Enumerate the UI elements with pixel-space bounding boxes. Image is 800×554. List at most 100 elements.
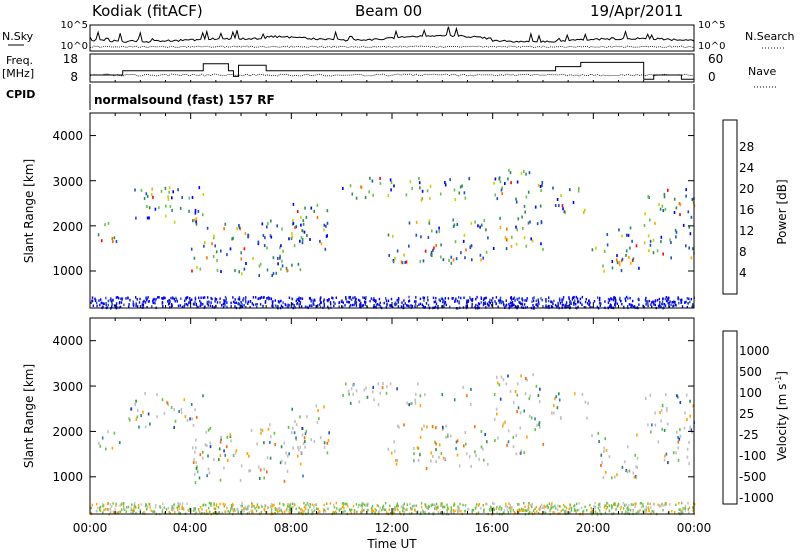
velocity-cell <box>205 509 208 512</box>
power-cell <box>649 239 652 243</box>
velocity-cell <box>615 508 617 511</box>
velocity-cell <box>181 502 184 505</box>
power-cell <box>309 238 311 241</box>
power-cell <box>531 239 534 243</box>
velocity-cell <box>611 506 613 510</box>
velocity-cell <box>327 507 329 510</box>
velocity-cell <box>647 423 649 427</box>
power-cell <box>257 297 259 301</box>
power-cell <box>662 302 664 306</box>
power-cell <box>409 180 412 184</box>
velocity-cell <box>144 504 147 508</box>
velocity-ytick-2000: 2000 <box>52 425 83 439</box>
power-cell <box>496 197 499 201</box>
velocity-cell <box>373 398 375 402</box>
velocity-cell <box>648 509 650 512</box>
power-cell <box>179 304 181 307</box>
velocity-cell <box>586 509 588 512</box>
power-cell <box>509 301 512 304</box>
power-cell <box>174 300 176 303</box>
power-cell <box>195 302 197 306</box>
velocity-cell <box>419 435 422 439</box>
power-cell <box>299 302 301 306</box>
velocity-cell <box>663 428 666 432</box>
power-cell <box>545 304 547 307</box>
velocity-cell <box>424 511 426 514</box>
velocity-cell <box>267 427 270 431</box>
velocity-cell <box>400 505 402 508</box>
power-cell <box>432 296 435 300</box>
velocity-cell <box>570 506 573 510</box>
velocity-cell <box>415 504 417 507</box>
power-cell <box>320 301 322 304</box>
velocity-cell <box>396 459 399 462</box>
power-cell <box>438 226 440 230</box>
power-cell <box>263 244 266 248</box>
power-cell <box>480 258 482 262</box>
velocity-cell <box>599 505 601 509</box>
power-cell <box>408 299 411 302</box>
velocity-cell <box>611 505 613 508</box>
velocity-cell <box>202 450 204 454</box>
power-cell <box>256 305 258 309</box>
nave-label: Nave <box>748 65 776 78</box>
velocity-cell <box>263 507 266 511</box>
velocity-cell <box>256 503 259 506</box>
power-cell <box>115 302 118 305</box>
velocity-cell <box>636 456 639 460</box>
power-cell <box>626 295 628 299</box>
power-cell <box>181 196 183 199</box>
velocity-cell <box>524 392 527 396</box>
power-cell <box>678 301 680 305</box>
velocity-cell <box>349 508 351 511</box>
velocity-cell <box>419 394 422 398</box>
power-cell <box>690 256 693 260</box>
velocity-cell <box>654 423 657 427</box>
power-cell <box>518 300 520 304</box>
velocity-cell <box>692 404 694 408</box>
power-cell <box>411 187 413 190</box>
velocity-cell <box>410 506 412 510</box>
velocity-cell <box>230 507 232 510</box>
power-cell <box>379 181 382 185</box>
power-cell <box>204 305 206 308</box>
power-cell <box>363 296 366 300</box>
power-cell <box>498 299 501 303</box>
velocity-cell <box>112 502 114 505</box>
power-cell <box>530 237 532 241</box>
velocity-cell <box>478 503 480 506</box>
velocity-cell <box>490 506 493 510</box>
power-cell <box>142 300 144 304</box>
velocity-cell <box>421 427 423 431</box>
power-cell <box>262 234 265 237</box>
velocity-cell <box>603 446 605 450</box>
power-cell <box>401 261 404 265</box>
power-cell <box>425 302 428 305</box>
velocity-cell <box>237 511 239 515</box>
power-cell <box>231 237 233 241</box>
power-cell <box>533 306 535 309</box>
velocity-ytick-3000: 3000 <box>52 380 83 394</box>
velocity-cell <box>480 445 483 449</box>
velocity-cell <box>474 425 476 429</box>
velocity-cell <box>103 508 105 512</box>
power-cell <box>471 299 473 302</box>
velocity-cell <box>118 510 120 514</box>
velocity-cell <box>470 464 472 468</box>
velocity-cell <box>307 511 309 514</box>
velocity-cell <box>318 417 320 421</box>
power-cell <box>533 296 535 299</box>
velocity-cell <box>660 408 663 412</box>
power-cell <box>184 297 187 300</box>
velocity-cell <box>189 417 191 421</box>
power-cell <box>138 301 141 304</box>
velocity-cell <box>381 386 384 390</box>
velocity-cell <box>434 440 436 444</box>
power-cell <box>572 296 575 299</box>
velocity-cell <box>445 435 447 439</box>
velocity-cell <box>356 510 358 513</box>
power-cell <box>134 188 136 192</box>
power-cell <box>647 303 649 306</box>
power-cell <box>557 304 559 307</box>
